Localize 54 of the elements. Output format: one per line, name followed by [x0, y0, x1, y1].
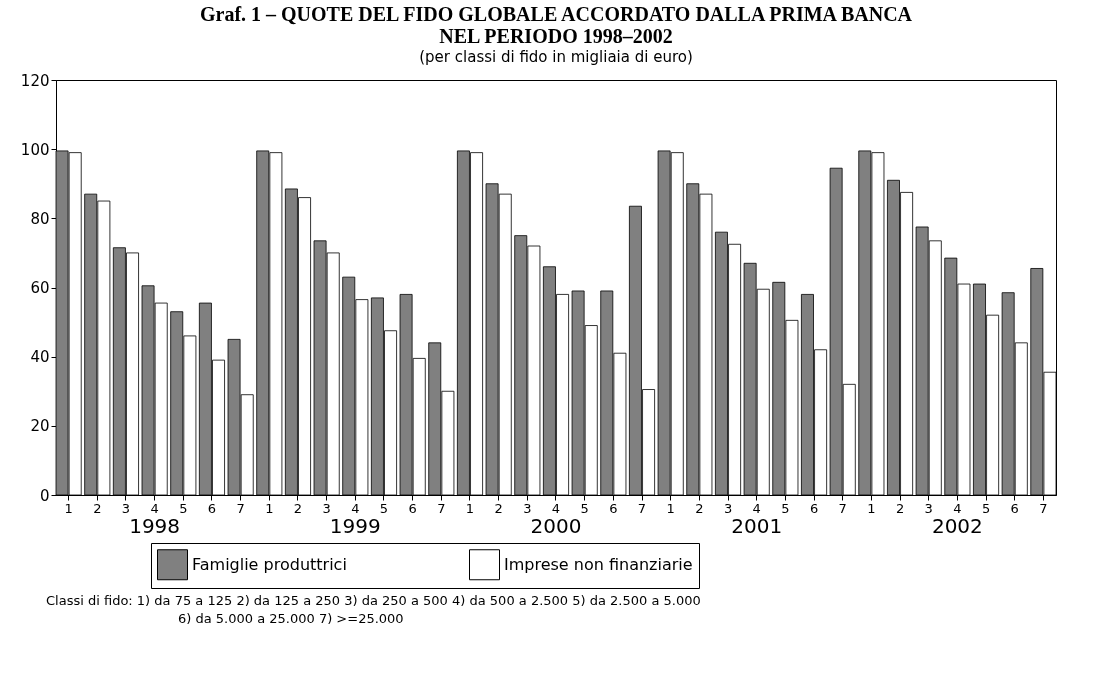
- x-tick-label: 4: [953, 500, 962, 516]
- x-tick-label: 1: [867, 500, 876, 516]
- x-tick-label: 5: [179, 500, 188, 516]
- x-tick-label: 5: [580, 500, 589, 516]
- y-tick-label: 0: [39, 486, 50, 505]
- x-tick-label: 4: [551, 500, 561, 516]
- x-tick-label: 3: [924, 500, 933, 516]
- chart-subtitle: (per classi di fido in migliaia di euro): [419, 48, 693, 66]
- x-tick-label: 7: [1039, 500, 1048, 516]
- text: 1998: [129, 514, 181, 538]
- x-tick-label: 5: [379, 500, 389, 516]
- legend-label: Famiglie produttrici: [192, 554, 347, 574]
- text: NEL PERIODO 1998–2002: [439, 25, 673, 47]
- legend-label: Imprese non finanziarie: [504, 554, 693, 574]
- y-tick-label: 60: [30, 279, 50, 297]
- x-tick-label: 5: [981, 500, 991, 516]
- text: 1999: [329, 514, 381, 538]
- x-tick-label: 7: [838, 500, 847, 516]
- y-tick-label: 20: [30, 417, 50, 436]
- x-tick-label: 3: [121, 500, 131, 516]
- x-tick-label: 6: [207, 500, 217, 516]
- x-tick-label: 3: [723, 500, 733, 516]
- x-tick-label: 7: [236, 500, 245, 516]
- x-tick-label: 3: [322, 500, 331, 516]
- x-tick-label: 3: [523, 500, 532, 516]
- y-tick-label: 100: [20, 140, 50, 159]
- text: Graf. 1 – QUOTE DEL FIDO GLOBALE ACCORDATO DALLA PRIMA BANCA: [199, 3, 913, 25]
- x-tick-label: 2: [293, 500, 303, 516]
- x-tick-label: 4: [351, 500, 360, 516]
- x-tick-label: 2: [695, 500, 704, 516]
- x-tick-label: 2: [895, 500, 905, 516]
- x-tick-label: 6: [408, 500, 417, 516]
- x-tick-label: 4: [150, 500, 159, 516]
- text: Classi di fido: 1) da 75 a 125 2) da 125 a 250 3) da 250 a 500 4) da 500 a 2.500 5) da 2.500 a 5.000: [46, 593, 701, 608]
- x-tick-label: 4: [752, 500, 761, 516]
- x-tick-label: 1: [64, 500, 73, 516]
- x-tick-label: 6: [1010, 500, 1019, 516]
- x-tick-label: 6: [609, 500, 618, 516]
- text: 2001: [731, 514, 783, 538]
- x-tick-label: 2: [494, 500, 503, 516]
- x-tick-label: 1: [465, 500, 475, 516]
- y-tick-label: 40: [30, 348, 50, 367]
- text: 2000: [530, 514, 582, 538]
- x-tick-label: 1: [265, 500, 274, 516]
- x-tick-label: 1: [666, 500, 675, 516]
- x-tick-label: 7: [637, 500, 647, 516]
- x-tick-label: 2: [93, 500, 102, 516]
- y-tick-label: 80: [30, 209, 50, 228]
- text: 6) da 5.000 a 25.000 7) >=25.000: [178, 611, 404, 626]
- x-tick-label: 5: [781, 500, 790, 516]
- x-tick-label: 7: [437, 500, 446, 516]
- text: 2002: [931, 514, 983, 538]
- x-tick-label: 6: [809, 500, 819, 516]
- y-tick-label: 120: [20, 71, 50, 90]
